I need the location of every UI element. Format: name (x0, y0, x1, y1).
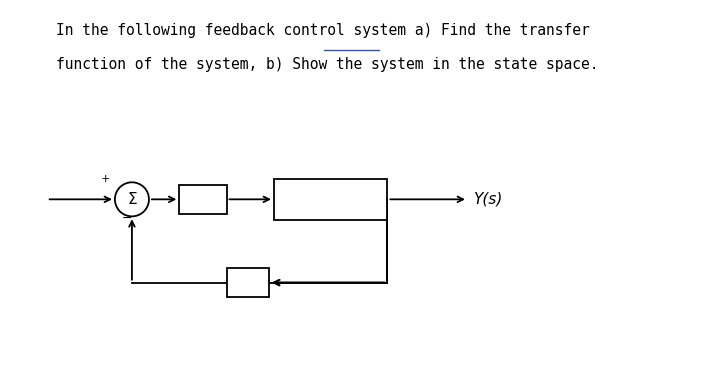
Text: In the following feedback control system a) Find the transfer: In the following feedback control system… (56, 24, 590, 39)
Text: 1: 1 (199, 185, 207, 199)
Text: $\Sigma$: $\Sigma$ (126, 191, 137, 207)
Text: 1: 1 (327, 183, 335, 197)
Bar (227, 268, 269, 297)
Text: function of the system, b) Show the system in the state space.: function of the system, b) Show the syst… (56, 57, 599, 72)
Text: +: + (101, 174, 110, 183)
Bar (180, 185, 227, 213)
Bar (274, 178, 388, 220)
Text: Y(s): Y(s) (472, 192, 502, 207)
Text: −: − (122, 212, 132, 225)
Text: K: K (243, 275, 253, 290)
Text: $(s+1)(s+2)$: $(s+1)(s+2)$ (289, 203, 373, 218)
Text: s: s (199, 200, 207, 214)
